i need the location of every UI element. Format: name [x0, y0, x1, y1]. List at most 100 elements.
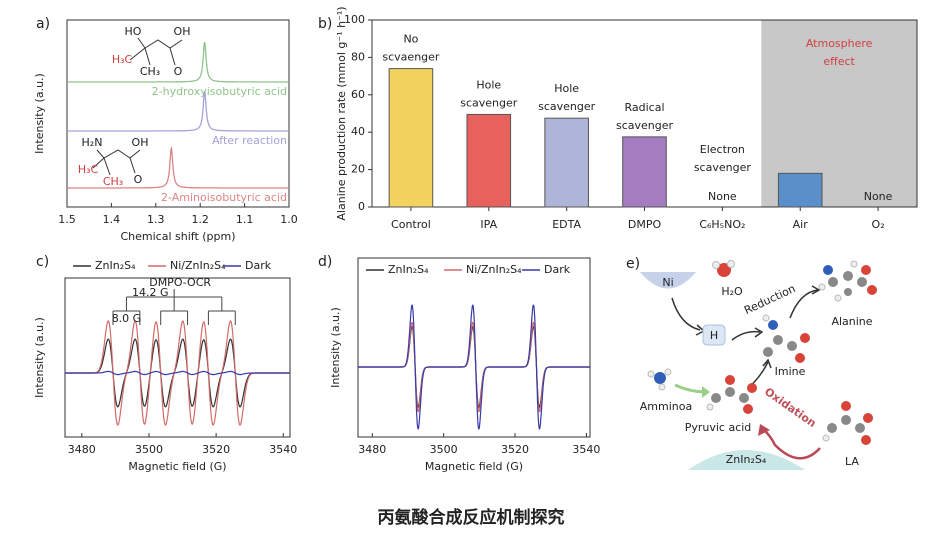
- catalyst-shape: [688, 450, 805, 470]
- catalyst-label: ZnIn₂S₄: [726, 453, 767, 466]
- legend-label: Ni/ZnIn₂S₄: [466, 263, 522, 276]
- shaded-label: Atmosphere: [806, 37, 873, 50]
- molecule-bond: [129, 37, 183, 66]
- bar-annotation: scavenger: [460, 96, 518, 109]
- arrow-head: [811, 285, 821, 295]
- panel-label: b): [318, 16, 332, 32]
- plot-frame: [66, 19, 290, 208]
- bar: [388, 68, 434, 208]
- arrow-head: [754, 327, 764, 338]
- ni-shape: [640, 272, 696, 289]
- spectrum: [67, 90, 289, 132]
- alanine-molecule: [818, 260, 877, 302]
- x-tick-label: C₆H₅NO₂: [699, 218, 745, 231]
- mechanism-diagram: e) Ni H₂O H Reduction Alanine Imine: [626, 256, 877, 470]
- y-tick-label: 0: [358, 200, 365, 213]
- x-tick-label: 1.4: [103, 213, 121, 226]
- spectrum: [67, 145, 289, 189]
- water-label: H₂O: [721, 285, 743, 298]
- atom-label: CH₃: [140, 65, 160, 78]
- x-tick-label: 1.5: [58, 213, 76, 226]
- legend-label: Ni/ZnIn₂S₄: [170, 259, 226, 272]
- atom-label: O: [174, 65, 183, 78]
- x-tick-label: 3540: [572, 443, 600, 456]
- imine-label: Imine: [775, 365, 806, 378]
- x-tick-label: 1.2: [191, 213, 209, 226]
- water-h: [727, 260, 735, 268]
- panel-label: e): [626, 256, 640, 272]
- bar: [466, 113, 512, 208]
- amine-label: Amminoa: [640, 400, 692, 413]
- bar-annotation: scavenger: [694, 161, 752, 174]
- atom-label: O: [134, 173, 143, 186]
- bar: [777, 172, 823, 208]
- x-tick-label: EDTA: [552, 218, 581, 231]
- molecule-bond: [92, 149, 141, 176]
- bar-annotation: No: [403, 33, 418, 46]
- bar-annotation: Electron: [700, 143, 745, 156]
- water-o: [717, 263, 731, 277]
- x-axis-label: Magnetic field (G): [128, 460, 226, 473]
- ni-label: Ni: [662, 276, 673, 289]
- bracket: [125, 289, 223, 311]
- x-tick-label: Air: [793, 218, 809, 231]
- x-tick-label: 1.0: [280, 213, 298, 226]
- bar-annotation: scavenger: [616, 119, 674, 132]
- y-axis-label: Intensity (a.u.): [33, 317, 46, 398]
- x-axis-label: Chemical shift (ppm): [120, 230, 235, 243]
- la-molecule: [822, 401, 873, 445]
- y-axis-label: Intensity (a.u.): [33, 73, 46, 154]
- y-tick-label: 60: [351, 88, 365, 101]
- spectrum: [67, 41, 289, 83]
- atom-label: HO: [125, 25, 142, 38]
- oxidation-label: Oxidation: [762, 385, 819, 430]
- annotation: 8.0 G: [112, 312, 142, 325]
- amine-molecule: [647, 368, 672, 391]
- value-label: None: [864, 190, 893, 203]
- atom-label: OH: [174, 25, 191, 38]
- bar: [622, 136, 667, 208]
- bar: [544, 117, 589, 208]
- bar-annotation: scvaenger: [382, 51, 440, 64]
- x-axis-label: Magnetic field (G): [425, 460, 523, 473]
- imine-molecule: [762, 314, 810, 363]
- atom-label: OH: [132, 136, 149, 149]
- arrow: [674, 383, 707, 394]
- epr-trace: [358, 304, 590, 430]
- x-tick-label: 3520: [501, 443, 529, 456]
- shaded-label: effect: [823, 55, 855, 68]
- panel-label: c): [36, 254, 49, 270]
- series-label: After reaction: [212, 134, 287, 147]
- panel-label: a): [36, 16, 50, 32]
- y-tick-label: 100: [344, 13, 365, 26]
- atom-label: H₃C: [78, 163, 99, 176]
- bar-annotation: Hole: [476, 78, 501, 91]
- atom-label: H₃C: [112, 53, 133, 66]
- legend-label: ZnIn₂S₄: [388, 263, 429, 276]
- arrow-head: [702, 386, 710, 398]
- x-tick-label: 1.1: [236, 213, 254, 226]
- series-label: 2-hydroxyisobutyric acid: [152, 85, 287, 98]
- legend-label: Dark: [544, 263, 571, 276]
- x-tick-label: 3540: [269, 443, 297, 456]
- legend-label: ZnIn₂S₄: [95, 259, 136, 272]
- annotation: DMPO-OCR: [149, 276, 211, 289]
- series-label: 2-Aminoisobutyric acid: [161, 191, 287, 204]
- y-axis-label: Alanine production rate (mmol g⁻¹ h⁻¹): [335, 6, 348, 220]
- la-label: LA: [845, 455, 859, 468]
- water-h: [712, 261, 720, 269]
- pyruvic-molecule: [706, 375, 757, 414]
- x-tick-label: 3500: [135, 443, 163, 456]
- legend-label: Dark: [245, 259, 272, 272]
- arrow-head: [762, 358, 772, 369]
- y-tick-label: 40: [351, 125, 365, 138]
- x-tick-label: Control: [391, 218, 431, 231]
- caption: 丙氨酸合成反应机制探究: [378, 507, 565, 528]
- value-label: None: [708, 190, 737, 203]
- epr-trace: [65, 370, 290, 376]
- reduction-label: Reduction: [742, 282, 797, 317]
- atom-label: CH₃: [103, 175, 123, 188]
- arrow: [731, 330, 761, 341]
- x-tick-label: 1.3: [147, 213, 165, 226]
- arrow: [761, 427, 821, 460]
